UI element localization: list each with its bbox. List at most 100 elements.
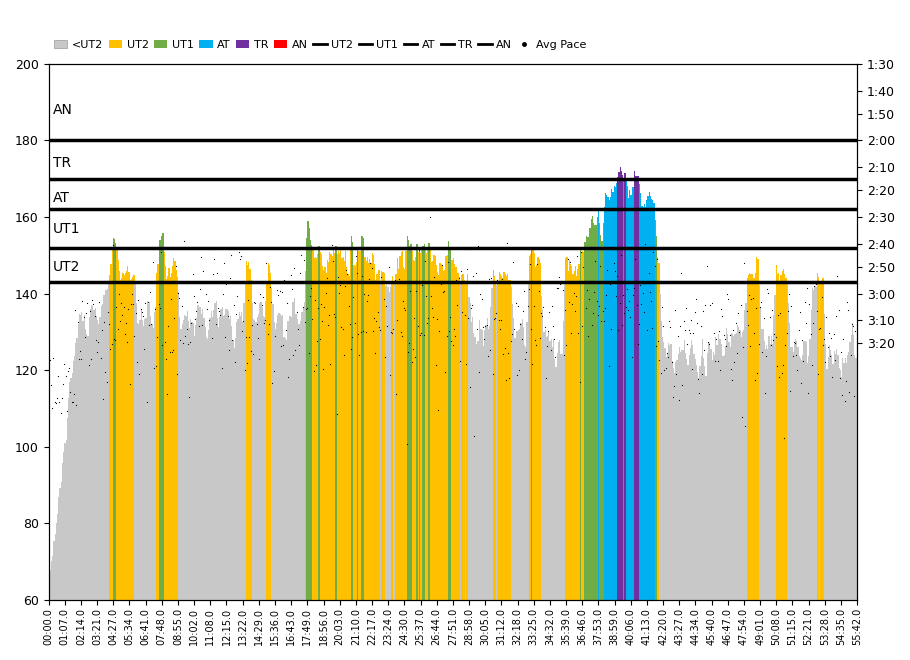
Point <box>444 335 459 346</box>
Bar <box>293 302 294 600</box>
Bar <box>58 497 59 600</box>
Point <box>491 315 506 325</box>
Point <box>543 345 558 355</box>
Bar <box>824 314 825 600</box>
Point <box>823 350 837 361</box>
Point <box>636 307 651 317</box>
Bar <box>838 368 840 600</box>
Bar <box>653 203 654 600</box>
Point <box>54 407 68 418</box>
Bar <box>818 277 819 600</box>
Point <box>311 303 326 313</box>
Bar <box>483 346 484 600</box>
Bar <box>318 246 319 600</box>
Point <box>422 212 437 222</box>
Point <box>128 308 143 318</box>
Bar <box>528 284 529 600</box>
Point <box>591 310 605 320</box>
Point <box>528 335 542 345</box>
Point <box>551 283 565 294</box>
Point <box>652 355 667 366</box>
Point <box>723 329 737 340</box>
Point <box>375 277 389 287</box>
Bar <box>228 319 230 600</box>
Bar <box>414 261 415 600</box>
Bar <box>704 366 705 600</box>
Bar <box>794 345 795 600</box>
Point <box>820 342 834 352</box>
Bar <box>631 195 632 600</box>
Bar <box>467 274 469 600</box>
Bar <box>397 258 399 600</box>
Bar <box>294 298 296 600</box>
Bar <box>142 320 143 600</box>
Bar <box>615 187 616 600</box>
Bar <box>823 278 824 600</box>
Point <box>173 335 187 346</box>
Point <box>697 345 712 355</box>
Bar <box>602 223 604 600</box>
Bar <box>290 317 292 600</box>
Bar <box>415 257 417 600</box>
Point <box>624 352 639 362</box>
Point <box>763 339 778 350</box>
Point <box>341 301 356 312</box>
Point <box>206 269 220 279</box>
Point <box>461 312 476 323</box>
Point <box>349 251 363 261</box>
Point <box>653 368 668 379</box>
Bar <box>122 273 124 600</box>
Bar <box>131 279 132 600</box>
Bar <box>450 247 451 600</box>
Bar <box>140 310 142 600</box>
Bar <box>149 302 150 600</box>
Bar <box>274 322 275 600</box>
Point <box>714 303 729 313</box>
Point <box>599 290 613 300</box>
Point <box>812 323 826 334</box>
Bar <box>408 240 410 600</box>
Bar <box>348 275 349 600</box>
Bar <box>430 262 432 600</box>
Bar <box>831 355 833 600</box>
Bar <box>213 310 215 600</box>
Bar <box>830 350 832 600</box>
Bar <box>766 345 767 600</box>
Bar <box>573 271 575 600</box>
Point <box>187 314 202 325</box>
Bar <box>716 345 718 600</box>
Bar <box>447 255 448 600</box>
Point <box>604 323 619 334</box>
Bar <box>377 274 378 600</box>
Bar <box>190 319 191 600</box>
Bar <box>85 329 86 600</box>
Point <box>292 339 307 350</box>
Point <box>571 327 586 338</box>
Point <box>755 346 770 357</box>
Bar <box>854 355 855 600</box>
Bar <box>664 348 665 600</box>
Bar <box>452 258 454 600</box>
Bar <box>101 306 102 600</box>
Point <box>598 302 612 313</box>
Bar <box>248 262 249 600</box>
Point <box>737 258 752 269</box>
Bar <box>79 314 80 600</box>
Point <box>346 292 360 302</box>
Point <box>774 368 789 378</box>
Bar <box>546 337 547 600</box>
Bar <box>227 310 228 600</box>
Point <box>488 313 502 323</box>
Point <box>243 345 258 356</box>
Point <box>102 319 116 329</box>
Point <box>205 332 219 343</box>
Bar <box>559 340 561 600</box>
Bar <box>760 308 761 600</box>
Point <box>402 337 417 348</box>
Bar <box>739 330 741 600</box>
Bar <box>544 329 546 600</box>
Point <box>799 317 814 328</box>
Bar <box>571 267 572 600</box>
Point <box>733 300 748 310</box>
Bar <box>232 340 234 600</box>
